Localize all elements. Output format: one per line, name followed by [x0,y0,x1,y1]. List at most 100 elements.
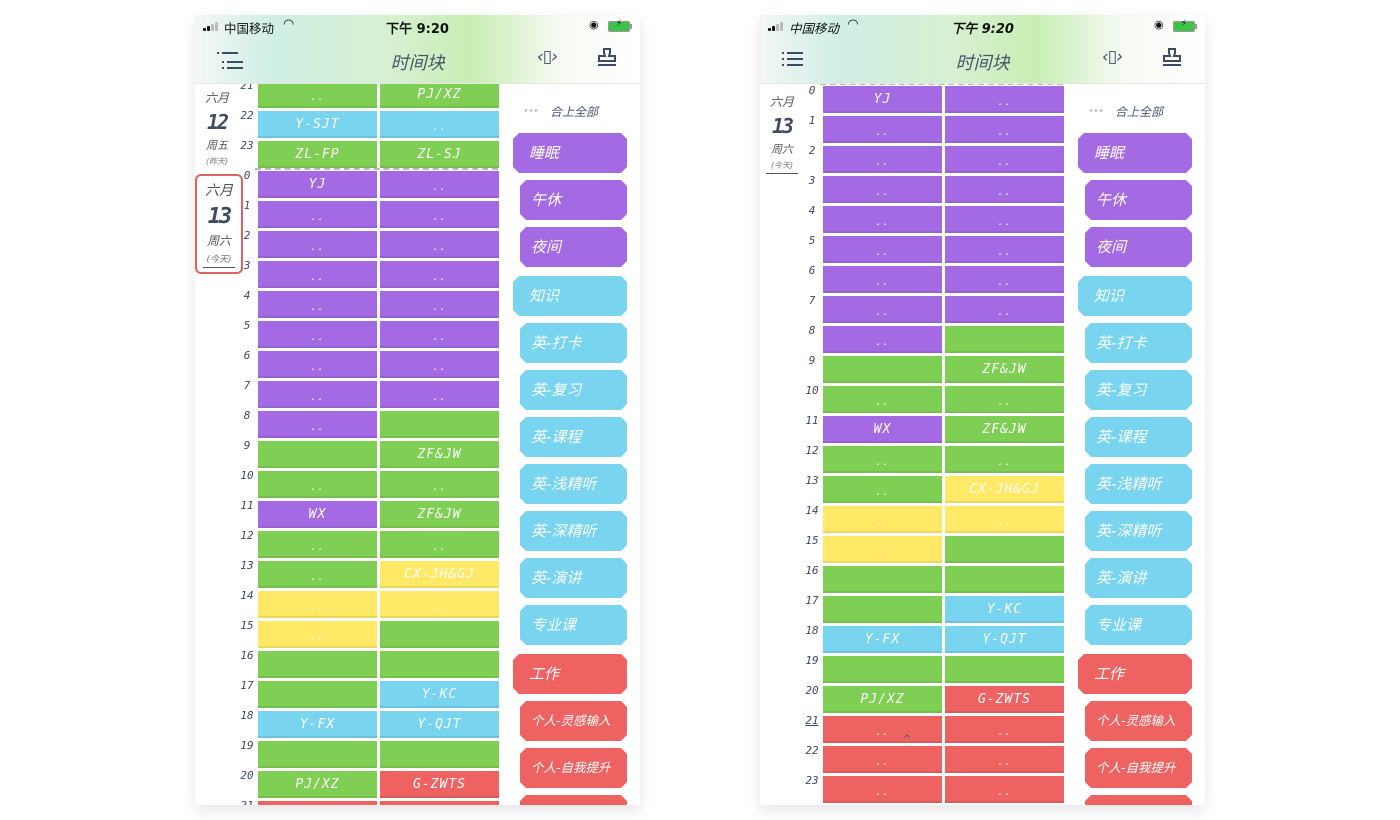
category-item[interactable]: 午休 [1085,180,1192,220]
time-block-cell[interactable]: .. [380,231,499,258]
time-block-cell[interactable]: .. [945,86,1064,113]
time-block-cell[interactable]: PJ/XZ [258,771,377,798]
time-block-cell[interactable] [380,621,499,648]
time-block-cell[interactable]: .. [823,266,942,293]
time-block-cell[interactable] [380,801,499,805]
category-item[interactable]: 睡眠 [513,133,627,173]
collapse-all-button[interactable]: ˅˅˅ 合上全部 [1088,103,1200,120]
time-block-cell[interactable]: YJ [258,171,377,198]
time-block-cell[interactable]: Y-FX [823,626,942,653]
category-item[interactable]: 英-深精听 [1085,511,1192,551]
time-block-cell[interactable] [258,651,377,678]
time-block-cell[interactable]: .. [945,116,1064,143]
category-item[interactable]: 个人-自我提升 [520,748,627,788]
time-block-cell[interactable]: .. [380,591,499,618]
time-block-cell[interactable]: WX [823,416,942,443]
time-block-cell[interactable] [258,441,377,468]
category-item[interactable]: 工作 [1078,654,1192,694]
time-block-cell[interactable]: .. [945,776,1064,803]
time-block-cell[interactable]: .. [945,746,1064,773]
time-block-cell[interactable]: .. [945,386,1064,413]
time-block-cell[interactable]: ZF&JW [380,501,499,528]
list-menu-icon[interactable] [782,49,804,69]
time-block-cell[interactable]: .. [945,296,1064,323]
time-block-cell[interactable]: .. [823,206,942,233]
time-block-cell[interactable]: .. [258,231,377,258]
time-block-cell[interactable] [945,326,1064,353]
time-block-cell[interactable]: ZF&JW [945,416,1064,443]
category-item[interactable]: 英-浅精听 [520,464,627,504]
time-block-cell[interactable]: .. [258,531,377,558]
time-block-cell[interactable]: .. [945,236,1064,263]
time-block-cell[interactable]: .. [258,471,377,498]
time-block-cell[interactable]: .. [945,176,1064,203]
time-block-cell[interactable]: .. [258,201,377,228]
time-block-cell[interactable] [258,741,377,768]
time-block-cell[interactable]: ZF&JW [380,441,499,468]
time-block-cell[interactable]: CX-JH&GJ [945,476,1064,503]
stamp-icon[interactable] [595,46,619,70]
category-item[interactable]: 英-复习 [1085,370,1192,410]
category-item[interactable]: 夜间 [520,227,627,267]
time-block-cell[interactable]: YJ [823,86,942,113]
time-block-cell[interactable] [380,651,499,678]
time-block-cell[interactable] [945,536,1064,563]
time-block-cell[interactable] [823,656,942,683]
stamp-icon[interactable] [1160,46,1184,70]
timeline-content[interactable]: 六月 12 周五 (昨天) 六月 13 周六 (今天) ˅˅˅ 合上全部 睡眠 午休夜… [195,83,640,805]
time-block-cell[interactable] [380,741,499,768]
time-block-cell[interactable]: ZF&JW [945,356,1064,383]
time-block-cell[interactable] [823,596,942,623]
time-block-cell[interactable]: Y-QJT [380,711,499,738]
time-block-cell[interactable]: .. [823,386,942,413]
expand-horizontal-icon[interactable]: ‹▯› [1102,47,1123,67]
time-block-cell[interactable]: ZL-FP [258,141,377,168]
category-item[interactable]: 英-课程 [1085,417,1192,457]
time-block-cell[interactable]: .. [823,506,942,533]
category-item[interactable]: 英-打卡 [520,323,627,363]
time-block-cell[interactable]: .. [823,716,942,743]
category-item[interactable]: 英-演讲 [1085,558,1192,598]
time-block-cell[interactable] [823,566,942,593]
category-item[interactable]: 夜间 [1085,227,1192,267]
time-block-cell[interactable]: Y-SJT [258,111,377,138]
time-block-cell[interactable]: .. [823,446,942,473]
time-block-cell[interactable]: .. [945,446,1064,473]
time-block-cell[interactable]: .. [380,111,499,138]
time-block-cell[interactable] [258,801,377,805]
time-block-cell[interactable]: .. [380,171,499,198]
category-item[interactable]: 英-演讲 [520,558,627,598]
list-menu-icon[interactable] [217,49,243,69]
timeline-content[interactable]: 六月 13 周六 (今天) ˅˅˅ 合上全部 睡眠 午休 夜间 知识 英-打卡 英-复习 英-课… [760,83,1205,805]
collapse-all-button[interactable]: ˅˅˅ 合上全部 [523,103,635,120]
time-block-cell[interactable]: .. [823,146,942,173]
time-block-cell[interactable]: Y-QJT [945,626,1064,653]
time-block-cell[interactable]: .. [945,266,1064,293]
time-block-cell[interactable]: .. [258,83,377,108]
category-item[interactable]: 睡眠 [1078,133,1192,173]
time-block-cell[interactable]: .. [823,116,942,143]
category-item[interactable]: 专业课 [1085,605,1192,645]
time-block-cell[interactable]: .. [258,321,377,348]
time-block-cell[interactable]: .. [258,591,377,618]
date-yesterday[interactable]: 六月 12 周五 (昨天) [195,89,239,169]
category-item[interactable]: 知识 [513,276,627,316]
time-block-cell[interactable]: .. [823,236,942,263]
category-item[interactable] [520,795,627,805]
time-block-cell[interactable]: .. [945,146,1064,173]
category-item[interactable]: 工作 [513,654,627,694]
time-block-cell[interactable]: CX-JH&GJ [380,561,499,588]
time-block-cell[interactable]: Y-KC [380,681,499,708]
time-block-cell[interactable]: .. [258,381,377,408]
expand-horizontal-icon[interactable]: ‹▯› [537,47,558,67]
time-block-cell[interactable]: .. [823,176,942,203]
time-block-cell[interactable]: .. [258,621,377,648]
time-block-cell[interactable]: G-ZWTS [945,686,1064,713]
time-block-cell[interactable]: .. [258,561,377,588]
time-block-cell[interactable]: .. [945,206,1064,233]
time-block-cell[interactable] [258,681,377,708]
time-block-cell[interactable]: .. [823,776,942,803]
category-item[interactable]: 知识 [1078,276,1192,316]
category-item[interactable]: 个人-灵感输入 [1085,701,1192,741]
time-block-cell[interactable]: WX [258,501,377,528]
